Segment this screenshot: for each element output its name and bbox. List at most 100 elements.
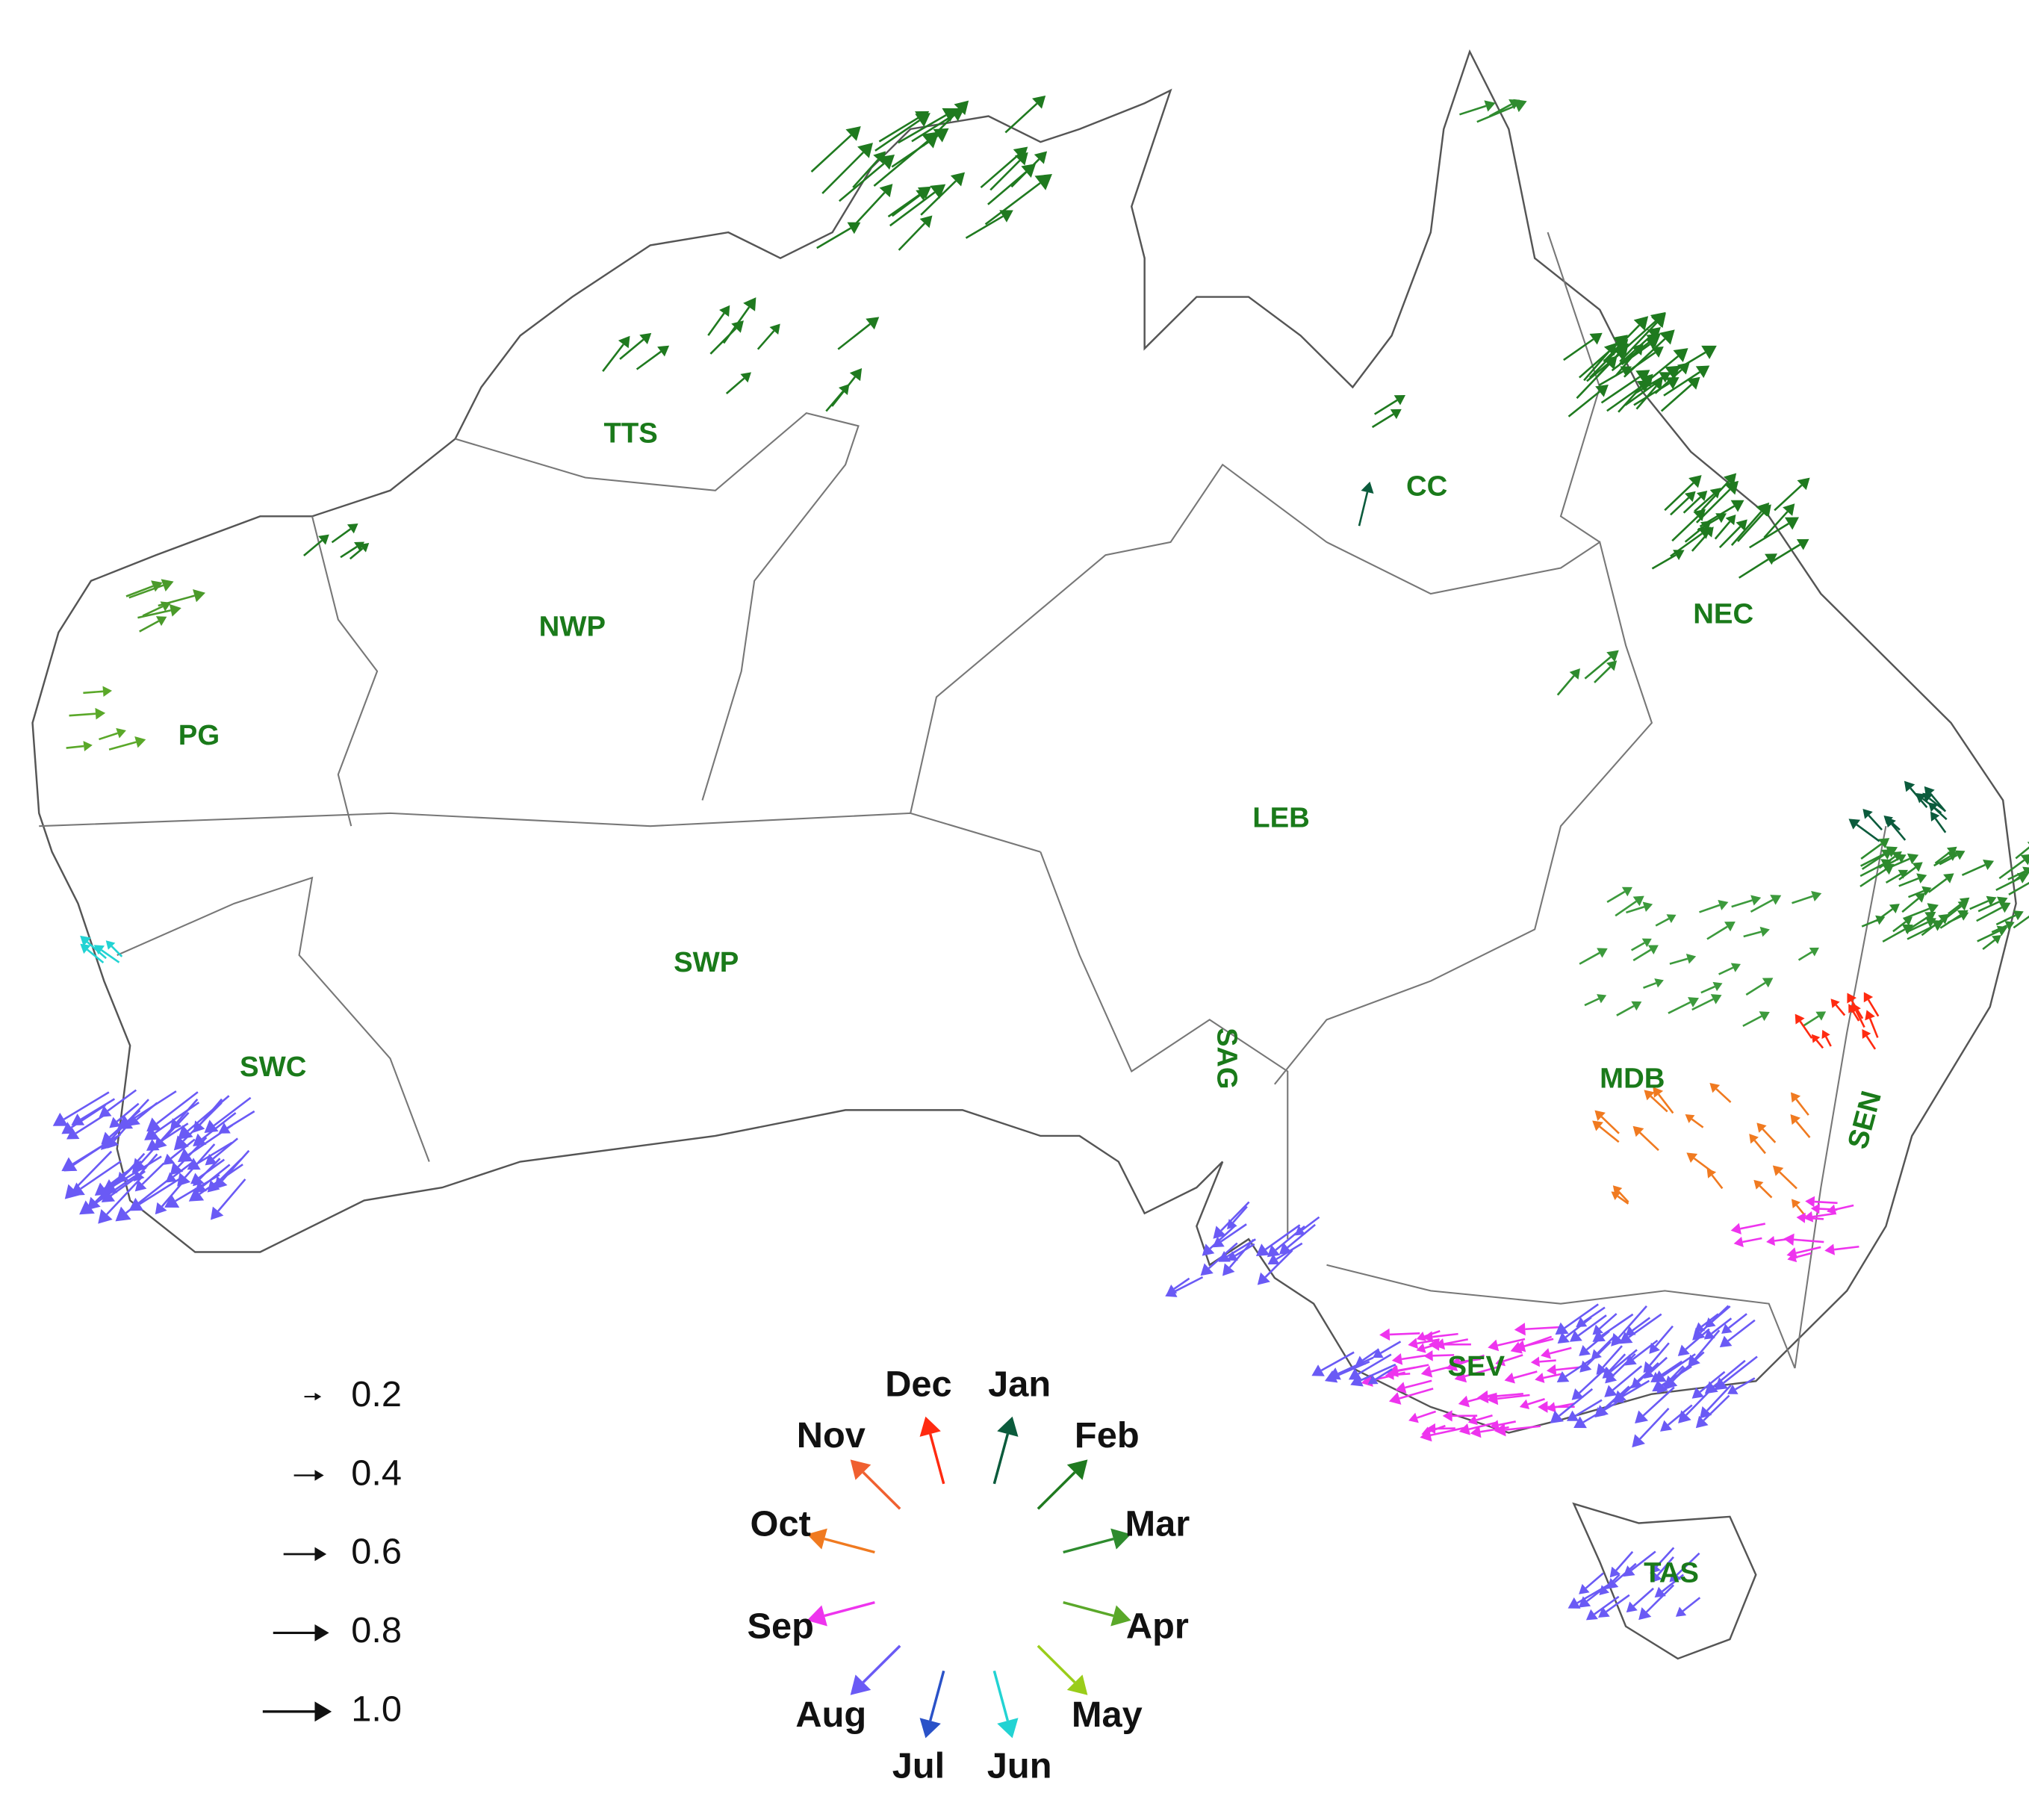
station-arrow-shaft xyxy=(1645,1584,1675,1613)
station-arrow xyxy=(1714,514,1736,540)
station-arrow-head xyxy=(193,1174,205,1187)
station-arrow-shaft xyxy=(1851,1010,1860,1022)
station-arrow-head xyxy=(1725,514,1736,526)
station-arrow-head xyxy=(1361,481,1374,494)
station-arrow-shaft xyxy=(911,114,954,143)
station-arrow-shaft xyxy=(1630,942,1645,951)
station-arrow xyxy=(1677,1328,1710,1356)
station-arrow-head xyxy=(618,335,630,349)
station-arrow xyxy=(1563,332,1603,361)
legend-arrow-head xyxy=(314,1392,322,1401)
station-arrow-head xyxy=(1416,1331,1426,1341)
station-arrow xyxy=(1795,1013,1813,1039)
station-arrows xyxy=(52,95,2029,1621)
station-arrow xyxy=(1753,1179,1773,1199)
station-arrow xyxy=(207,1158,243,1193)
station-arrow-shaft xyxy=(1497,1394,1530,1400)
station-arrow-head xyxy=(1611,1191,1621,1201)
station-arrow xyxy=(1847,993,1864,1019)
station-arrow xyxy=(1546,1402,1575,1413)
station-arrow-head xyxy=(1218,1251,1231,1262)
station-arrow xyxy=(1863,992,1880,1017)
station-arrow xyxy=(1786,1246,1821,1259)
station-arrow xyxy=(1458,1393,1497,1408)
station-arrow-shaft xyxy=(1597,350,1622,377)
station-arrow-head xyxy=(1685,954,1697,964)
station-arrow xyxy=(1556,668,1580,696)
station-arrow-shaft xyxy=(1650,1095,1668,1113)
station-arrow xyxy=(1278,1223,1316,1255)
station-arrow-shaft xyxy=(1795,1252,1812,1258)
station-arrow xyxy=(1458,1421,1498,1435)
station-arrow-shaft xyxy=(810,134,852,173)
station-arrow-head xyxy=(1619,1332,1633,1344)
station-arrow-shaft xyxy=(1706,1384,1732,1411)
station-arrow-head xyxy=(1423,1350,1433,1361)
station-arrow-shaft xyxy=(1624,372,1671,406)
station-arrow-shaft xyxy=(1939,914,1961,929)
month-arrow-shaft xyxy=(824,1537,875,1554)
station-arrow-head xyxy=(1709,1082,1721,1093)
station-arrow-head xyxy=(1901,924,1913,935)
station-arrow-shaft xyxy=(1615,900,1637,917)
station-arrow xyxy=(1771,538,1809,563)
station-arrow-shaft xyxy=(1585,1572,1604,1589)
station-arrow-shaft xyxy=(1604,1574,1621,1590)
station-arrow-head xyxy=(1470,1426,1482,1438)
station-arrow-head xyxy=(942,108,958,122)
station-arrow-shaft xyxy=(63,1091,110,1120)
station-arrow-shaft xyxy=(1656,1556,1674,1577)
station-arrow-shaft xyxy=(984,182,1041,226)
station-arrow-shaft xyxy=(1417,1338,1440,1345)
legend-arrow xyxy=(262,1701,332,1722)
station-arrow-shaft xyxy=(1868,814,1883,830)
station-arrow-shaft xyxy=(1626,905,1645,914)
station-arrow xyxy=(1860,838,1890,860)
station-arrow-head xyxy=(2013,910,2024,921)
station-arrow-head xyxy=(1612,1391,1625,1403)
station-arrow-head xyxy=(1530,1356,1540,1367)
station-arrow xyxy=(1790,1114,1811,1138)
station-arrow-shaft xyxy=(1694,1329,1721,1360)
legend-label: 1.0 xyxy=(351,1689,402,1730)
month-label: Sep xyxy=(747,1606,813,1646)
station-arrow xyxy=(1653,1087,1674,1114)
station-arrow-shaft xyxy=(1601,1313,1634,1337)
region-label: SWP xyxy=(674,946,739,978)
station-arrow-shaft xyxy=(1749,522,1789,549)
station-arrow-head xyxy=(1809,947,1819,957)
station-arrow-shaft xyxy=(1795,1120,1811,1138)
station-arrow xyxy=(1655,914,1677,927)
station-arrow-head xyxy=(1692,1327,1706,1341)
station-arrow-head xyxy=(116,1114,134,1129)
station-arrow-head xyxy=(1467,1414,1478,1426)
station-arrow-shaft xyxy=(1612,1353,1636,1377)
station-arrow xyxy=(1643,1342,1670,1373)
station-arrow-shaft xyxy=(1639,1131,1659,1152)
station-arrow-shaft xyxy=(1795,1099,1809,1116)
station-arrow-head xyxy=(1373,1348,1384,1358)
station-arrow xyxy=(1358,481,1374,527)
station-arrow-head xyxy=(1925,917,1936,928)
station-arrow-head xyxy=(1255,1243,1270,1257)
station-arrow-shaft xyxy=(1579,1370,1604,1394)
station-arrow-shaft xyxy=(1878,855,1896,869)
station-arrow xyxy=(1719,1319,1756,1348)
station-arrow xyxy=(980,146,1028,189)
month-arrow-shaft xyxy=(992,1433,1010,1485)
station-arrow-head xyxy=(1730,963,1741,972)
station-arrow xyxy=(1898,873,1927,887)
region-label: NEC xyxy=(1693,598,1753,630)
station-arrow-head xyxy=(1883,816,1893,825)
region-label: MDB xyxy=(1600,1063,1665,1095)
station-arrow-shaft xyxy=(1360,1363,1396,1382)
station-arrow-shaft xyxy=(1396,1364,1429,1373)
station-arrow-head xyxy=(1635,1410,1649,1424)
station-arrow-head xyxy=(87,1196,101,1211)
station-arrow xyxy=(1391,1353,1430,1365)
station-arrow-shaft xyxy=(1565,1357,1594,1378)
station-arrow xyxy=(1626,901,1653,914)
station-arrow-head xyxy=(1458,1395,1470,1408)
station-arrow xyxy=(1685,1114,1704,1128)
